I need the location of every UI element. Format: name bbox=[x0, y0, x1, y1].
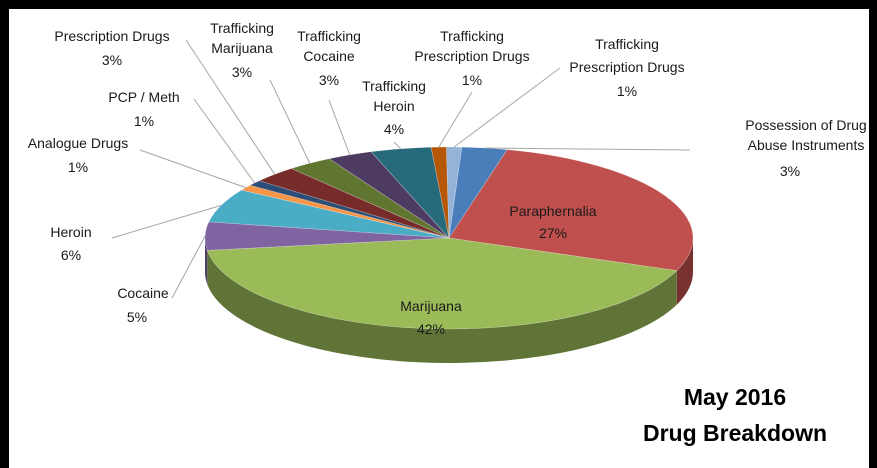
slice-label-12-line0: Trafficking bbox=[595, 36, 659, 52]
slice-percent-2: 42% bbox=[417, 321, 445, 337]
slice-label-2: Marijuana bbox=[400, 298, 462, 314]
slice-labels: Possession of Drug Abuse Instruments 3% Par… bbox=[28, 20, 867, 337]
slice-label-10-line0: Trafficking bbox=[362, 78, 426, 94]
leader-line-5 bbox=[139, 149, 246, 189]
pie-slice-12 bbox=[446, 146, 463, 239]
slice-label-0-line1: Abuse Instruments bbox=[748, 137, 865, 153]
leader-line-9 bbox=[328, 99, 351, 156]
slice-label-8-line0: Trafficking bbox=[210, 20, 274, 36]
slice-percent-10: 4% bbox=[384, 121, 404, 137]
leader-line-10 bbox=[393, 141, 402, 150]
slice-percent-3: 5% bbox=[127, 309, 147, 325]
pie-depth-3 bbox=[205, 238, 208, 285]
leader-line-0 bbox=[484, 147, 691, 151]
slice-label-11-line0: Trafficking bbox=[440, 28, 504, 44]
pie-slice-1 bbox=[448, 149, 694, 271]
pie-slice-7 bbox=[258, 168, 450, 239]
slice-percent-12: 1% bbox=[617, 83, 637, 99]
pie-slice-9 bbox=[328, 151, 450, 239]
slice-percent-6: 1% bbox=[134, 113, 154, 129]
chart-title-line1: May 2016 bbox=[684, 384, 786, 410]
pie-slice-10 bbox=[370, 146, 450, 240]
slice-label-8-line1: Marijuana bbox=[211, 40, 273, 56]
pie-depth-1 bbox=[676, 238, 693, 305]
leader-line-6 bbox=[193, 98, 256, 184]
pie-depth-2 bbox=[207, 250, 677, 364]
slice-label-4: Heroin bbox=[50, 224, 91, 240]
slice-label-3: Cocaine bbox=[117, 285, 169, 301]
leader-line-8 bbox=[269, 79, 311, 164]
slice-label-12-line1: Prescription Drugs bbox=[569, 59, 684, 75]
chart-title-line2: Drug Breakdown bbox=[643, 420, 827, 446]
slice-label-0-line0: Possession of Drug bbox=[745, 117, 866, 133]
slice-percent-4: 6% bbox=[61, 247, 81, 263]
slice-label-9-line0: Trafficking bbox=[297, 28, 361, 44]
leader-lines bbox=[111, 39, 691, 299]
pie-slice-8 bbox=[290, 158, 450, 239]
slice-label-10-line1: Heroin bbox=[373, 98, 414, 114]
slice-percent-1: 27% bbox=[539, 225, 567, 241]
slice-label-1: Paraphernalia bbox=[509, 203, 596, 219]
slice-label-6: PCP / Meth bbox=[108, 89, 179, 105]
pie-depth bbox=[205, 238, 693, 364]
slice-percent-11: 1% bbox=[462, 72, 482, 88]
slice-label-9-line1: Cocaine bbox=[303, 48, 355, 64]
slice-percent-5: 1% bbox=[68, 159, 88, 175]
pie-slices bbox=[204, 146, 694, 330]
slice-percent-9: 3% bbox=[319, 72, 339, 88]
leader-line-4 bbox=[111, 204, 222, 239]
pie-slice-2 bbox=[206, 237, 678, 330]
pie-slice-3 bbox=[204, 221, 450, 251]
slice-percent-7: 3% bbox=[102, 52, 122, 68]
leader-line-3 bbox=[171, 235, 206, 299]
slice-percent-8: 3% bbox=[232, 64, 252, 80]
slice-label-5: Analogue Drugs bbox=[28, 135, 128, 151]
leader-line-12 bbox=[453, 67, 561, 148]
leader-line-11 bbox=[438, 91, 473, 148]
pie-slice-0 bbox=[448, 146, 508, 239]
slice-label-7: Prescription Drugs bbox=[54, 28, 169, 44]
slice-label-11-line1: Prescription Drugs bbox=[414, 48, 529, 64]
slice-percent-0: 3% bbox=[780, 163, 800, 179]
leader-line-7 bbox=[185, 39, 276, 175]
